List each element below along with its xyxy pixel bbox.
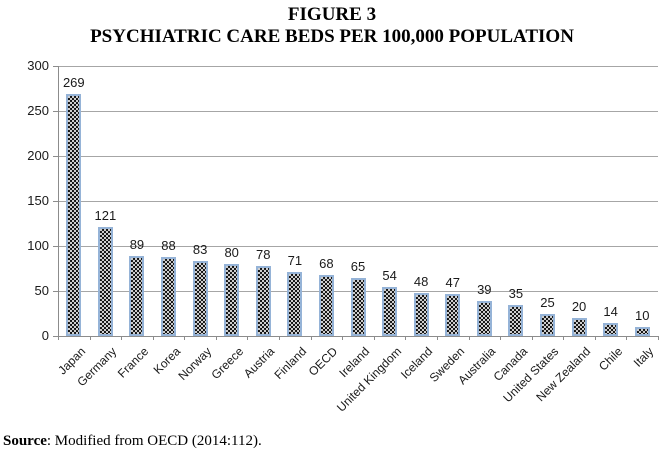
y-axis-tick-label: 0 bbox=[41, 328, 49, 343]
x-axis-tick bbox=[152, 336, 154, 340]
y-axis-tick-label: 50 bbox=[34, 283, 49, 298]
bar-austria bbox=[255, 265, 271, 336]
chart-plot-area: 0 50 100 150 200 250 300 269 Japan 121 Germany 89 Fr… bbox=[27, 58, 659, 415]
bar-oecd bbox=[318, 274, 334, 336]
y-axis-tick-label: 250 bbox=[27, 103, 49, 118]
bar-value-label: 121 bbox=[94, 208, 117, 224]
source-text: : Modified from OECD (2014:112). bbox=[46, 433, 262, 449]
y-axis-tick-label: 150 bbox=[27, 193, 49, 208]
source-label: Source bbox=[3, 433, 47, 449]
x-axis-tick bbox=[121, 336, 123, 340]
x-axis-tick bbox=[373, 336, 375, 340]
x-axis-tick bbox=[58, 336, 59, 340]
y-axis-tick bbox=[53, 201, 58, 202]
bar-norway bbox=[192, 261, 208, 336]
bar-value-label: 14 bbox=[603, 304, 618, 320]
x-axis-tick bbox=[594, 336, 596, 340]
y-axis-tick bbox=[53, 111, 58, 112]
x-axis-tick bbox=[310, 336, 312, 340]
bar-ireland bbox=[350, 277, 366, 336]
bar-canada bbox=[508, 304, 524, 336]
x-axis-tick bbox=[626, 336, 628, 340]
bar-finland bbox=[287, 272, 303, 336]
bar-chile bbox=[603, 323, 619, 336]
bar-sweden bbox=[445, 293, 461, 336]
bar-value-label: 35 bbox=[508, 285, 524, 301]
bar-value-label: 39 bbox=[477, 281, 492, 297]
gridline bbox=[58, 66, 658, 67]
x-axis-tick bbox=[658, 336, 659, 340]
y-axis-line bbox=[58, 66, 59, 336]
x-axis-tick bbox=[531, 336, 533, 340]
bar-value-label: 80 bbox=[224, 245, 239, 260]
y-axis-tick bbox=[53, 156, 58, 157]
y-axis-tick-label: 200 bbox=[27, 148, 49, 163]
y-axis-tick bbox=[53, 66, 58, 67]
bar-united-states bbox=[539, 313, 555, 336]
y-axis-tick bbox=[53, 246, 58, 247]
x-axis-tick bbox=[436, 336, 438, 340]
x-axis-tick bbox=[468, 336, 470, 340]
bar-korea bbox=[161, 256, 177, 336]
bar-japan bbox=[66, 93, 82, 336]
bar-france bbox=[129, 255, 145, 336]
x-axis-tick bbox=[279, 336, 281, 340]
bar-value-label: 68 bbox=[319, 255, 334, 271]
bar-greece bbox=[224, 264, 240, 336]
x-axis-tick bbox=[184, 336, 186, 340]
x-axis-tick bbox=[342, 336, 344, 340]
bar-australia bbox=[476, 300, 492, 336]
bar-value-label: 10 bbox=[634, 308, 650, 323]
gridline bbox=[58, 156, 658, 157]
x-axis-tick bbox=[89, 336, 91, 340]
gridline bbox=[58, 201, 658, 202]
x-axis-tick bbox=[563, 336, 565, 340]
x-axis-tick bbox=[405, 336, 407, 340]
bar-value-label: 83 bbox=[192, 242, 208, 258]
bar-value-label: 20 bbox=[571, 299, 587, 314]
bar-value-label: 269 bbox=[62, 74, 85, 90]
bar-germany bbox=[97, 227, 113, 336]
bar-value-label: 89 bbox=[129, 236, 145, 252]
y-axis-tick bbox=[53, 336, 58, 337]
bar-iceland bbox=[413, 292, 429, 336]
figure-title: FIGURE 3 bbox=[287, 4, 377, 25]
figure-subtitle: PSYCHIATRIC CARE BEDS PER 100,000 POPULA… bbox=[90, 26, 574, 47]
source-note: Source: Modified from OECD (2014:112). bbox=[3, 433, 262, 450]
x-axis-tick bbox=[247, 336, 249, 340]
gridline bbox=[58, 111, 658, 112]
y-axis-tick-label: 300 bbox=[27, 58, 49, 73]
bar-value-label: 78 bbox=[256, 246, 271, 262]
bar-value-label: 48 bbox=[413, 273, 429, 289]
bar-value-label: 65 bbox=[350, 258, 366, 274]
bar-new-zealand bbox=[571, 318, 587, 336]
x-axis-tick bbox=[500, 336, 502, 340]
bar-value-label: 47 bbox=[445, 274, 460, 290]
x-axis-line bbox=[58, 336, 658, 337]
gridline bbox=[58, 246, 658, 247]
x-axis-tick bbox=[215, 336, 217, 340]
bar-italy bbox=[634, 327, 650, 336]
bar-value-label: 71 bbox=[287, 253, 303, 269]
bar-value-label: 88 bbox=[161, 237, 176, 253]
bar-value-label: 54 bbox=[382, 268, 397, 284]
y-axis-tick-label: 100 bbox=[27, 238, 49, 253]
bar-value-label: 25 bbox=[540, 294, 555, 310]
y-axis-tick bbox=[53, 291, 58, 292]
bar-united-kingdom bbox=[382, 287, 398, 336]
